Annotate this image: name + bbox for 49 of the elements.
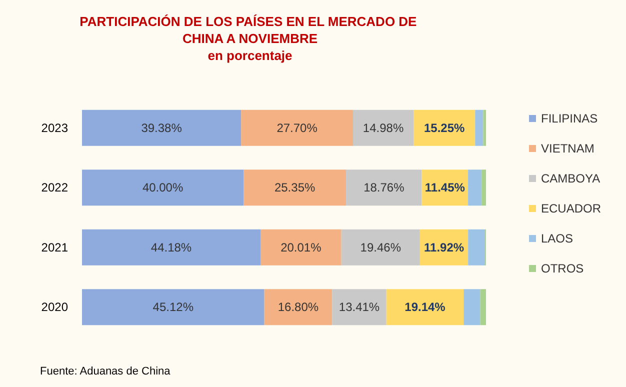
data-label: 16.80% [278, 300, 319, 314]
legend-label: VIETNAM [540, 142, 594, 156]
bar [82, 229, 260, 266]
y-tick-label: 2021 [41, 240, 68, 254]
data-label: 11.45% [424, 180, 466, 195]
data-label: 27.70% [276, 120, 318, 135]
bar [468, 229, 486, 266]
data-label: 14.98% [362, 120, 404, 135]
y-tick-label: 2020 [41, 300, 68, 314]
bar [353, 110, 414, 146]
data-label: 25.35% [274, 180, 316, 195]
legend-label: ECUADOR [540, 202, 602, 216]
bar [475, 110, 484, 146]
data-label: 45.12% [152, 300, 194, 314]
bar [82, 110, 242, 146]
bar [414, 110, 476, 146]
bar [244, 170, 346, 206]
bar [481, 170, 486, 206]
bar [82, 170, 244, 206]
bar [386, 289, 464, 326]
y-tick-label: 2023 [41, 120, 68, 135]
y-tick-label: 2022 [41, 180, 68, 195]
source-note: Fuente: Aduanas de China [40, 366, 172, 378]
bar [341, 229, 420, 266]
legend-label: CAMBOYA [540, 172, 600, 186]
data-label: 13.41% [338, 300, 380, 314]
chart-subtitle: en porcentaje [208, 48, 292, 63]
legend-label: FILIPINAS [540, 112, 598, 126]
bar [480, 289, 486, 326]
bar [82, 289, 264, 326]
bar [264, 289, 332, 326]
data-label: 15.25% [424, 120, 466, 135]
bar [464, 289, 480, 326]
data-label: 40.00% [142, 180, 184, 195]
data-label: 11.92% [424, 240, 464, 254]
data-label: 19.46% [360, 240, 402, 254]
data-label: 18.76% [364, 180, 405, 195]
data-label: 44.18% [150, 240, 192, 254]
bar [332, 289, 386, 326]
bar [346, 170, 422, 206]
bar [260, 229, 342, 266]
data-label: 20.01% [280, 240, 322, 254]
bar [241, 110, 354, 146]
data-label: 19.14% [404, 300, 446, 314]
data-label: 39.38% [141, 120, 182, 135]
bar [483, 110, 486, 146]
legend-label: LAOS [540, 232, 574, 246]
legend-label: OTROS [540, 262, 584, 276]
bar [468, 170, 482, 206]
